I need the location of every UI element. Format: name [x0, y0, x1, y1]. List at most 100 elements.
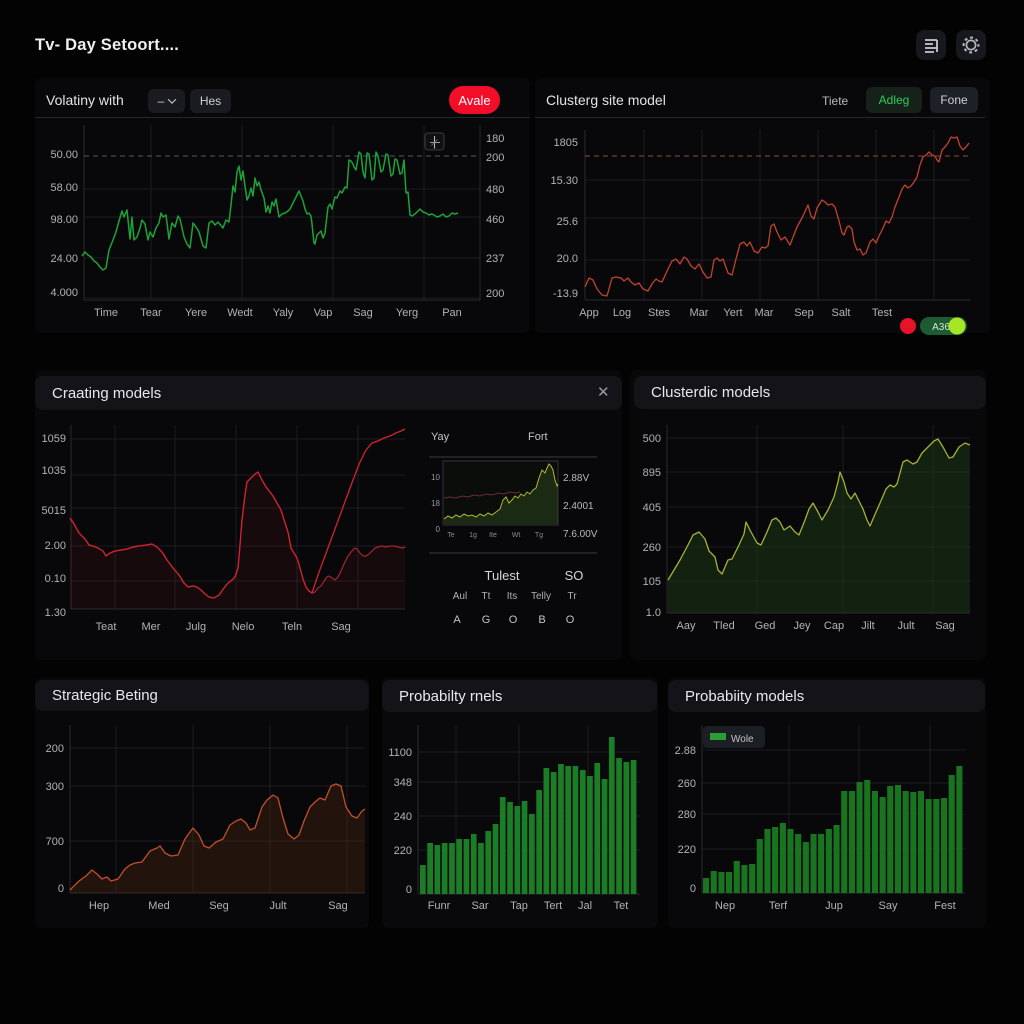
svg-text:Tet: Tet [614, 900, 629, 912]
svg-text:20.0: 20.0 [557, 253, 578, 265]
svg-text:Sag: Sag [935, 620, 955, 632]
svg-text:98.00: 98.00 [50, 214, 78, 226]
svg-text:Cap: Cap [824, 620, 844, 632]
svg-text:Ged: Ged [755, 620, 776, 632]
svg-text:Funr: Funr [428, 900, 451, 912]
svg-text:260: 260 [678, 778, 696, 790]
svg-text:Time: Time [94, 307, 118, 319]
svg-text:240: 240 [394, 811, 412, 823]
svg-text:A36: A36 [932, 322, 950, 333]
svg-text:Jult: Jult [269, 900, 286, 912]
svg-text:Fest: Fest [934, 900, 955, 912]
svg-text:Yaly: Yaly [273, 307, 294, 319]
svg-text:25.6: 25.6 [557, 216, 578, 228]
svg-text:Sag: Sag [353, 307, 373, 319]
svg-text:58.00: 58.00 [50, 182, 78, 194]
svg-text:Wole: Wole [731, 734, 754, 745]
svg-text:1.30: 1.30 [45, 607, 66, 619]
svg-text:0: 0 [436, 525, 441, 534]
svg-text:460: 460 [486, 214, 504, 226]
svg-text:Yere: Yere [185, 307, 207, 319]
svg-text:Nelo: Nelo [232, 621, 255, 633]
svg-text:0: 0 [406, 884, 412, 896]
svg-text:Say: Say [879, 900, 898, 912]
svg-text:-13.9: -13.9 [553, 288, 578, 300]
svg-text:480: 480 [486, 184, 504, 196]
svg-text:200: 200 [486, 152, 504, 164]
svg-text:18: 18 [431, 499, 440, 508]
svg-text:Mar: Mar [690, 307, 709, 319]
svg-text:Wt: Wt [512, 532, 521, 539]
svg-text:50.00: 50.00 [50, 149, 78, 161]
svg-text:Yert: Yert [723, 307, 742, 319]
svg-text:Mar: Mar [755, 307, 774, 319]
svg-text:Sag: Sag [328, 900, 348, 912]
svg-text:Yay: Yay [431, 431, 450, 443]
svg-text:Stes: Stes [648, 307, 671, 319]
svg-text:200: 200 [486, 288, 504, 300]
svg-text:2.88: 2.88 [675, 745, 696, 757]
svg-text:15.30: 15.30 [550, 175, 578, 187]
svg-text:1805: 1805 [554, 137, 578, 149]
svg-text:Jal: Jal [578, 900, 592, 912]
svg-text:Telly: Telly [531, 591, 551, 602]
svg-text:105: 105 [643, 576, 661, 588]
svg-text:Ite: Ite [489, 532, 497, 539]
svg-text:Log: Log [613, 307, 631, 319]
svg-text:G: G [482, 614, 491, 626]
svg-text:Te: Te [447, 532, 455, 539]
svg-text:1059: 1059 [42, 433, 66, 445]
svg-text:0.10: 0.10 [45, 573, 66, 585]
svg-text:A: A [453, 614, 461, 626]
svg-text:Tap: Tap [510, 900, 528, 912]
svg-text:1.0: 1.0 [646, 607, 661, 619]
svg-text:Tulest: Tulest [485, 568, 520, 583]
svg-text:B: B [538, 614, 545, 626]
svg-text:O: O [509, 614, 518, 626]
svg-text:Tt: Tt [482, 591, 491, 602]
svg-text:Sag: Sag [331, 621, 351, 633]
svg-text:Fort: Fort [528, 431, 548, 443]
svg-text:24.00: 24.00 [50, 253, 78, 265]
svg-text:Tled: Tled [713, 620, 734, 632]
svg-text:Teln: Teln [282, 621, 302, 633]
svg-text:Med: Med [148, 900, 169, 912]
svg-text:0: 0 [58, 883, 64, 895]
svg-text:500: 500 [643, 433, 661, 445]
svg-text:Yerg: Yerg [396, 307, 418, 319]
svg-text:220: 220 [394, 845, 412, 857]
svg-text:895: 895 [643, 467, 661, 479]
svg-text:Tear: Tear [140, 307, 162, 319]
svg-text:4.000: 4.000 [50, 287, 78, 299]
svg-text:Sep: Sep [794, 307, 814, 319]
svg-text:Vap: Vap [314, 307, 333, 319]
svg-text:Salt: Salt [832, 307, 851, 319]
svg-text:Aay: Aay [677, 620, 696, 632]
svg-text:7.6.00V: 7.6.00V [563, 529, 598, 540]
svg-text:O: O [566, 614, 575, 626]
svg-text:2.88V: 2.88V [563, 473, 589, 484]
svg-text:Jult: Jult [897, 620, 914, 632]
svg-text:Hep: Hep [89, 900, 109, 912]
svg-text:Jup: Jup [825, 900, 843, 912]
svg-text:237: 237 [486, 253, 504, 265]
svg-text:2.4001: 2.4001 [563, 501, 594, 512]
svg-text:Julg: Julg [186, 621, 206, 633]
svg-text:App: App [579, 307, 599, 319]
svg-text:5015: 5015 [42, 505, 66, 517]
svg-text:Its: Its [507, 591, 518, 602]
svg-text:1g: 1g [469, 532, 477, 539]
svg-text:Nep: Nep [715, 900, 735, 912]
svg-text:220: 220 [678, 844, 696, 856]
svg-text:Sar: Sar [471, 900, 488, 912]
svg-text:Tr: Tr [567, 591, 577, 602]
svg-text:180: 180 [486, 133, 504, 145]
svg-text:Jey: Jey [793, 620, 811, 632]
svg-text:Mer: Mer [142, 621, 161, 633]
svg-text:700: 700 [46, 836, 64, 848]
svg-text:2.00: 2.00 [45, 540, 66, 552]
svg-text:Tert: Tert [544, 900, 562, 912]
svg-text:Jilt: Jilt [861, 620, 874, 632]
svg-text:Tg: Tg [535, 532, 543, 539]
svg-text:Wedt: Wedt [227, 307, 252, 319]
